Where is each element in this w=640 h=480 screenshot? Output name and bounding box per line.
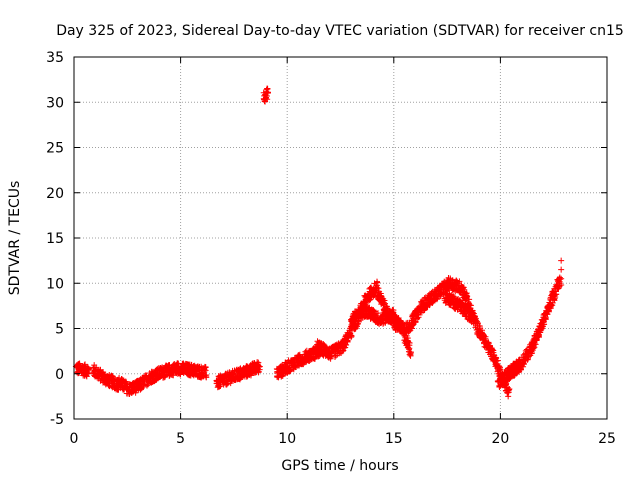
data-point <box>520 360 527 367</box>
data-point <box>485 339 492 346</box>
data-point <box>264 89 271 96</box>
data-point <box>348 334 355 341</box>
data-point <box>203 373 210 380</box>
data-point <box>381 297 388 304</box>
data-point <box>497 366 504 373</box>
x-tick-label: 25 <box>598 431 616 447</box>
data-point <box>558 266 565 273</box>
data-point <box>343 342 350 349</box>
y-tick-label: 30 <box>46 95 64 111</box>
data-point <box>140 383 147 390</box>
y-tick-label: -5 <box>50 412 64 428</box>
y-tick-label: 10 <box>46 276 64 292</box>
x-tick-label: 15 <box>385 431 403 447</box>
data-point <box>348 332 355 339</box>
data-point <box>344 338 351 345</box>
data-point <box>84 370 91 377</box>
data-point <box>558 275 565 282</box>
x-tick-label: 5 <box>176 431 185 447</box>
data-point <box>558 282 565 289</box>
y-tick-label: 35 <box>46 50 64 66</box>
x-tick-label: 20 <box>491 431 509 447</box>
data-point <box>374 279 381 286</box>
data-point <box>482 333 489 340</box>
tick-labels: 0 5 10 15 20 25 -5 0 5 10 15 20 25 30 35 <box>46 50 616 447</box>
data-point <box>406 340 413 347</box>
data-point <box>407 349 414 356</box>
data-point <box>469 309 476 316</box>
y-axis-label: SDTVAR / TECUs <box>7 181 23 296</box>
data-points <box>72 85 565 400</box>
data-point <box>93 364 100 371</box>
data-point <box>264 96 271 103</box>
data-point <box>415 314 422 321</box>
data-point <box>434 295 441 302</box>
data-point <box>161 374 168 381</box>
x-tick-label: 0 <box>70 431 79 447</box>
grid-lines <box>74 57 607 419</box>
data-point <box>552 293 559 300</box>
data-point <box>287 367 294 374</box>
chart-title: Day 325 of 2023, Sidereal Day-to-day VTE… <box>56 23 624 39</box>
data-point <box>426 302 433 309</box>
y-tick-label: 0 <box>55 367 64 383</box>
data-point <box>494 357 501 364</box>
y-tick-label: 20 <box>46 186 64 202</box>
data-point <box>506 364 513 371</box>
data-point <box>558 257 565 264</box>
data-point <box>82 361 89 368</box>
data-point <box>506 386 513 393</box>
data-point <box>456 278 463 285</box>
data-point <box>414 311 421 318</box>
data-point <box>492 361 499 368</box>
y-tick-label: 5 <box>55 322 64 338</box>
data-point <box>201 366 208 373</box>
data-point <box>556 278 563 285</box>
data-point <box>505 389 512 396</box>
data-point <box>552 291 559 298</box>
data-point <box>327 355 334 362</box>
data-point <box>459 285 466 292</box>
axis-ticks <box>73 56 608 420</box>
data-point <box>489 346 496 353</box>
y-tick-label: 25 <box>46 141 64 157</box>
x-axis-label: GPS time / hours <box>281 458 398 474</box>
data-point <box>370 307 377 314</box>
data-point <box>85 367 92 374</box>
data-point <box>546 308 553 315</box>
x-tick-label: 10 <box>278 431 296 447</box>
data-point <box>433 296 440 303</box>
y-tick-label: 15 <box>46 231 64 247</box>
data-point <box>202 367 209 374</box>
data-point <box>256 366 263 373</box>
data-point <box>492 354 499 361</box>
